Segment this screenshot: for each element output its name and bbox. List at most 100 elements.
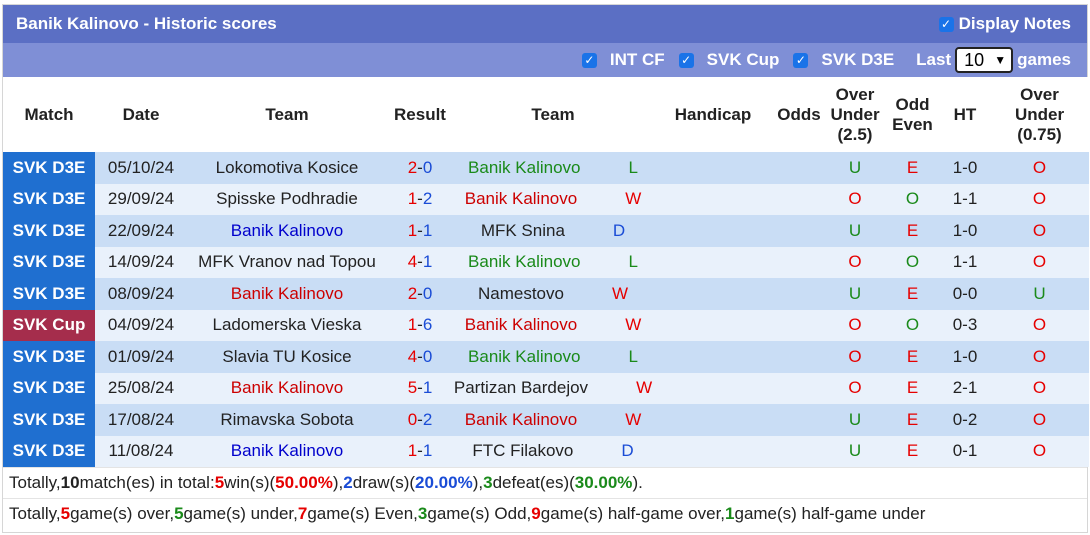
col-half-over-under: Over Under (0.75) — [990, 77, 1089, 152]
league-badge[interactable]: SVK D3E — [3, 215, 95, 247]
col-oe-line2: Even — [892, 114, 933, 134]
summary-draw-pct: 20.00% — [415, 473, 473, 492]
match-result[interactable]: 1-6 — [387, 309, 453, 341]
over-under-value: O — [825, 309, 885, 341]
score-separator: - — [417, 315, 423, 335]
table-row: SVK D3E 11/08/24 Banik Kalinovo 1-1 FTC Fila… — [3, 435, 1089, 467]
home-team[interactable]: Ladomerska Vieska — [187, 309, 387, 341]
away-team-cell[interactable]: Partizan Bardejov W — [453, 372, 653, 404]
half-over-under-value: O — [990, 404, 1089, 436]
match-result[interactable]: 4-1 — [387, 246, 453, 278]
filter-svk-cup[interactable]: ✓ SVK Cup — [678, 50, 780, 70]
checkbox-checked-icon[interactable]: ✓ — [793, 52, 809, 68]
match-date: 05/10/24 — [95, 152, 187, 184]
home-team[interactable]: MFK Vranov nad Topou — [187, 246, 387, 278]
match-result[interactable]: 2-0 — [387, 278, 453, 310]
away-team[interactable]: MFK Snina — [480, 220, 565, 240]
filter-int-cf[interactable]: ✓ INT CF — [581, 50, 665, 70]
table-row: SVK D3E 25/08/24 Banik Kalinovo 5-1 Partizan… — [3, 372, 1089, 404]
filter-svk-d3e[interactable]: ✓ SVK D3E — [793, 50, 894, 70]
checkbox-checked-icon[interactable]: ✓ — [678, 52, 694, 68]
match-result[interactable]: 1-2 — [387, 183, 453, 215]
away-team-cell[interactable]: FTC Filakovo D — [453, 435, 653, 467]
away-team-cell[interactable]: Banik Kalinovo W — [453, 309, 653, 341]
away-team[interactable]: Partizan Bardejov — [453, 378, 589, 398]
away-team-cell[interactable]: Banik Kalinovo L — [453, 152, 653, 184]
table-header-row: Match Date Team Result Team Handicap Odd… — [3, 77, 1089, 152]
home-team[interactable]: Lokomotiva Kosice — [187, 152, 387, 184]
half-time-score: 1-0 — [940, 215, 990, 247]
match-date: 11/08/24 — [95, 435, 187, 467]
summary-odd: 3 — [417, 504, 428, 523]
summary-text: Totally, — [9, 504, 61, 523]
away-team-cell[interactable]: Banik Kalinovo L — [453, 341, 653, 373]
home-team[interactable]: Banik Kalinovo — [187, 215, 387, 247]
away-team-cell[interactable]: Banik Kalinovo W — [453, 183, 653, 215]
result-letter: W — [625, 315, 642, 335]
away-team[interactable]: Banik Kalinovo — [464, 315, 578, 335]
checkbox-checked-icon[interactable]: ✓ — [581, 52, 597, 68]
summary-over: 5 — [60, 504, 71, 523]
home-score: 4 — [407, 252, 418, 272]
league-badge[interactable]: SVK D3E — [3, 246, 95, 278]
chevron-down-icon: ▼ — [994, 53, 1007, 67]
league-badge[interactable]: SVK D3E — [3, 341, 95, 373]
away-score: 6 — [422, 315, 433, 335]
odds-cell — [773, 183, 825, 215]
away-team[interactable]: Banik Kalinovo — [468, 157, 581, 177]
away-team[interactable]: Banik Kalinovo — [464, 189, 578, 209]
match-result[interactable]: 4-0 — [387, 341, 453, 373]
last-games-select[interactable]: 10 ▼ — [955, 47, 1014, 73]
checkbox-checked-icon[interactable]: ✓ — [938, 16, 954, 32]
away-score: 1 — [422, 220, 433, 240]
away-team[interactable]: Banik Kalinovo — [468, 346, 581, 366]
over-under-value: O — [825, 341, 885, 373]
league-badge[interactable]: SVK D3E — [3, 435, 95, 467]
league-badge[interactable]: SVK D3E — [3, 404, 95, 436]
away-team[interactable]: Banik Kalinovo — [468, 252, 581, 272]
league-badge[interactable]: SVK D3E — [3, 278, 95, 310]
home-team[interactable]: Slavia TU Kosice — [187, 341, 387, 373]
league-badge[interactable]: SVK Cup — [3, 309, 95, 341]
away-team-cell[interactable]: Namestovo W — [453, 278, 653, 310]
away-team-cell[interactable]: Banik Kalinovo L — [453, 246, 653, 278]
match-date: 25/08/24 — [95, 372, 187, 404]
home-team[interactable]: Rimavska Sobota — [187, 404, 387, 436]
match-result[interactable]: 1-1 — [387, 215, 453, 247]
match-result[interactable]: 2-0 — [387, 152, 453, 184]
over-under-value: O — [825, 183, 885, 215]
display-notes-toggle[interactable]: ✓ Display Notes — [938, 14, 1071, 34]
half-over-under-value: O — [990, 309, 1089, 341]
match-result[interactable]: 5-1 — [387, 372, 453, 404]
home-team[interactable]: Banik Kalinovo — [187, 435, 387, 467]
table-row: SVK D3E 17/08/24 Rimavska Sobota 0-2 Banik K… — [3, 404, 1089, 436]
filter-label: SVK Cup — [706, 50, 780, 69]
last-games-value: 10 — [964, 49, 985, 70]
away-score: 1 — [422, 378, 433, 398]
away-team[interactable]: Banik Kalinovo — [464, 409, 578, 429]
match-date: 17/08/24 — [95, 404, 187, 436]
table-row: SVK D3E 14/09/24 MFK Vranov nad Topou 4-1 Ba… — [3, 246, 1089, 278]
league-badge[interactable]: SVK D3E — [3, 183, 95, 215]
result-letter: L — [628, 252, 638, 272]
odds-cell — [773, 215, 825, 247]
away-team-cell[interactable]: MFK Snina D — [453, 215, 653, 247]
league-badge[interactable]: SVK D3E — [3, 372, 95, 404]
odds-cell — [773, 152, 825, 184]
over-under-value: O — [825, 246, 885, 278]
col-match: Match — [3, 77, 95, 152]
summary-even: 7 — [297, 504, 308, 523]
away-team[interactable]: FTC Filakovo — [472, 441, 574, 461]
odd-even-value: E — [885, 152, 940, 184]
odds-cell — [773, 404, 825, 436]
table-row: SVK D3E 01/09/24 Slavia TU Kosice 4-0 Banik … — [3, 341, 1089, 373]
match-result[interactable]: 1-1 — [387, 435, 453, 467]
match-result[interactable]: 0-2 — [387, 404, 453, 436]
home-team[interactable]: Banik Kalinovo — [187, 278, 387, 310]
last-label: Last — [916, 50, 952, 69]
away-team-cell[interactable]: Banik Kalinovo W — [453, 404, 653, 436]
away-team[interactable]: Namestovo — [477, 283, 564, 303]
league-badge[interactable]: SVK D3E — [3, 152, 95, 184]
home-team[interactable]: Spisske Podhradie — [187, 183, 387, 215]
home-team[interactable]: Banik Kalinovo — [187, 372, 387, 404]
